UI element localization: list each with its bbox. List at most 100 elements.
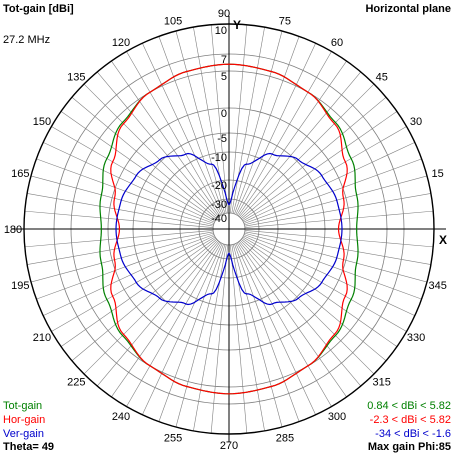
grid-spoke bbox=[24, 230, 214, 248]
series-ver-gain-point bbox=[228, 252, 230, 254]
series-ver-gain-point bbox=[159, 297, 161, 299]
series-hor-gain-point bbox=[307, 365, 309, 367]
series-ver-gain-point bbox=[228, 204, 230, 206]
series-hor-gain-point bbox=[342, 197, 345, 199]
series-ver-gain-point bbox=[135, 174, 137, 177]
series-hor-gain-point bbox=[270, 70, 272, 73]
angle-tick-label: 240 bbox=[112, 411, 130, 423]
grid-spoke bbox=[243, 142, 415, 223]
grid-spoke bbox=[83, 83, 218, 218]
grid-spoke bbox=[236, 242, 332, 407]
series-hor-gain-point bbox=[342, 259, 345, 261]
legend-tot-name: Tot-gain bbox=[3, 400, 43, 412]
series-hor-gain-point bbox=[118, 228, 121, 230]
radial-tick-label: -30 bbox=[211, 199, 227, 211]
grid-spoke bbox=[230, 244, 248, 434]
y-axis-letter: Y bbox=[233, 18, 241, 32]
series-ver-gain-point bbox=[159, 159, 161, 161]
angle-tick-label: 15 bbox=[432, 168, 444, 180]
grid-spoke bbox=[232, 244, 283, 428]
series-hor-gain-point bbox=[228, 393, 230, 395]
series-hor-gain-point bbox=[186, 70, 188, 73]
angle-tick-label: 195 bbox=[11, 280, 29, 292]
series-hor-gain-point bbox=[112, 295, 114, 297]
chart-title: Tot-gain [dBi] bbox=[3, 3, 74, 15]
polar-axes bbox=[12, 16, 446, 442]
series-hor-gain-point bbox=[337, 228, 340, 230]
grid-spoke bbox=[43, 142, 215, 223]
radial-tick-label: -10 bbox=[211, 152, 227, 164]
grid-spoke bbox=[244, 210, 434, 228]
grid-spoke bbox=[231, 244, 265, 431]
series-hor-gain-point bbox=[149, 91, 151, 93]
series-ver-gain-point bbox=[185, 303, 187, 305]
series-layer bbox=[99, 63, 359, 395]
grid-spoke bbox=[240, 83, 375, 218]
grid-spoke bbox=[242, 236, 407, 332]
legend-hor-name: Hor-gain bbox=[3, 414, 46, 426]
grid-spoke bbox=[244, 175, 428, 226]
series-tot-gain-point bbox=[334, 334, 337, 337]
grid-spoke bbox=[27, 193, 214, 227]
grid-spoke bbox=[234, 36, 300, 215]
grid-spoke bbox=[240, 240, 375, 375]
grid-spoke bbox=[237, 60, 347, 217]
series-tot-gain-point bbox=[350, 157, 352, 160]
angle-tick-label: 300 bbox=[328, 411, 346, 423]
grid-spoke bbox=[232, 30, 283, 214]
series-ver-gain-point bbox=[341, 228, 343, 230]
grid-spoke bbox=[242, 126, 407, 222]
grid-spoke bbox=[111, 241, 221, 398]
grid-spoke bbox=[158, 243, 224, 422]
grid-spoke bbox=[231, 27, 265, 214]
series-ver-gain-point bbox=[336, 199, 338, 201]
radial-tick-label: -5 bbox=[217, 133, 227, 145]
legend-ver-range: -34 < dBi < -1.6 bbox=[375, 428, 451, 440]
grid-spoke bbox=[235, 43, 316, 215]
series-tot-gain-point bbox=[100, 228, 102, 230]
angle-tick-label: 165 bbox=[11, 168, 29, 180]
angle-tick-label: 45 bbox=[376, 71, 388, 83]
series-tot-gain-point bbox=[106, 157, 108, 160]
series-hor-gain-point bbox=[344, 161, 346, 163]
series-ver-gain-point bbox=[271, 303, 273, 305]
grid-spoke bbox=[239, 71, 362, 217]
grid-spoke bbox=[96, 71, 219, 217]
grid-spoke bbox=[241, 237, 398, 347]
series-tot-gain-point bbox=[350, 298, 352, 301]
radial-tick-label: 5 bbox=[221, 71, 227, 83]
series-ver-gain-point bbox=[297, 297, 299, 299]
series-ver-gain-point bbox=[245, 163, 247, 165]
angle-tick-label: 255 bbox=[164, 433, 182, 445]
series-ver-gain-point bbox=[120, 257, 122, 259]
grid-spoke bbox=[43, 235, 215, 316]
grid-spoke bbox=[244, 193, 431, 227]
grid-spoke bbox=[142, 43, 223, 215]
grid-spoke bbox=[30, 175, 214, 226]
grid-spoke bbox=[71, 239, 217, 362]
angle-tick-label: 315 bbox=[373, 377, 391, 389]
plane-label: Horizontal plane bbox=[365, 3, 451, 15]
grid-spoke bbox=[210, 24, 228, 214]
angle-tick-label: 105 bbox=[164, 15, 182, 27]
angle-tick-label: 90 bbox=[218, 8, 230, 20]
angle-tick-label: 285 bbox=[276, 433, 294, 445]
legend-tot-range: 0.84 < dBi < 5.82 bbox=[367, 400, 451, 412]
grid-spoke bbox=[158, 36, 224, 215]
grid-spoke bbox=[60, 111, 217, 221]
series-hor-gain-point bbox=[112, 161, 114, 163]
grid-spoke bbox=[239, 241, 362, 387]
series-hor-gain-point bbox=[122, 122, 125, 125]
series-hor-gain-point bbox=[333, 333, 336, 336]
max-gain-label: Max gain Phi:85 bbox=[367, 441, 451, 453]
series-hor-gain-point bbox=[113, 197, 116, 199]
series-tot-gain-point bbox=[106, 298, 108, 301]
grid-spoke bbox=[24, 210, 214, 228]
series-hor-gain-point bbox=[122, 333, 125, 336]
grid-spoke bbox=[230, 24, 248, 214]
series-tot-gain-point bbox=[121, 334, 124, 337]
frequency-label: 27.2 MHz bbox=[3, 34, 51, 46]
series-tot-gain-point bbox=[334, 121, 337, 124]
series-ver-gain-point bbox=[321, 281, 323, 284]
